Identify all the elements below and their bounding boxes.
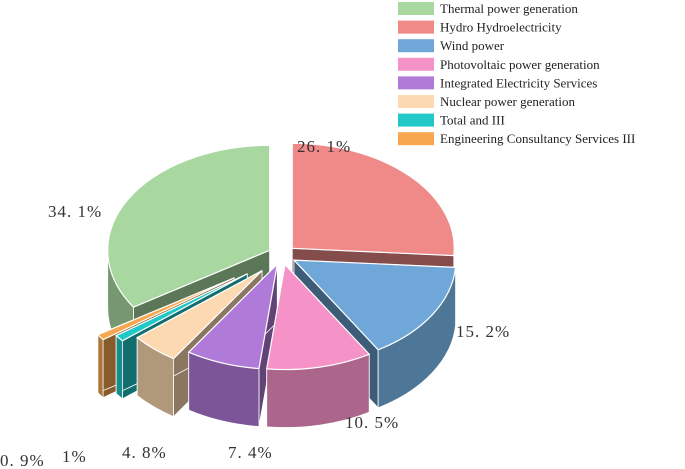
slice xyxy=(107,144,271,308)
legend-swatch xyxy=(398,20,434,34)
slice xyxy=(292,259,457,351)
slice xyxy=(96,277,235,341)
slice xyxy=(291,142,455,257)
legend-swatch xyxy=(398,39,434,53)
value-label: 0. 9% xyxy=(0,451,45,469)
legend-swatch xyxy=(398,132,434,146)
value-label: 10. 5% xyxy=(345,413,399,432)
slice xyxy=(115,273,248,342)
legend-swatch xyxy=(398,95,434,108)
value-labels: 34. 1% 26. 1% 15. 2% 10. 5% 7. 4% 4. 8% 1% 0. 9… xyxy=(0,137,510,469)
legend-label: Photovoltaic power generation xyxy=(440,57,600,72)
legend-label: Hydro Hydroelectricity xyxy=(440,20,562,35)
pie xyxy=(96,142,457,428)
value-label: 26. 1% xyxy=(297,137,351,156)
slice-wall xyxy=(115,334,123,400)
value-label: 15. 2% xyxy=(456,322,510,341)
legend-swatch xyxy=(398,76,434,90)
legend-label: Total and III xyxy=(440,113,505,128)
legend-label: Engineering Consultancy Services III xyxy=(440,131,635,146)
value-label: 1% xyxy=(62,447,87,466)
slice xyxy=(266,263,371,371)
legend-swatch xyxy=(398,113,434,127)
slice xyxy=(136,270,263,360)
legend: Thermal power generation Hydro Hydroelect… xyxy=(398,1,635,146)
legend-label: Wind power xyxy=(440,38,505,53)
legend-label: Thermal power generation xyxy=(440,1,578,16)
value-label: 7. 4% xyxy=(228,443,273,462)
value-label: 4. 8% xyxy=(122,443,167,462)
legend-swatch xyxy=(398,57,434,71)
legend-label: Nuclear power generation xyxy=(440,94,575,109)
slice-wall xyxy=(97,333,104,399)
legend-label: Integrated Electricity Services xyxy=(440,75,597,90)
legend-swatch xyxy=(398,2,434,15)
value-label: 34. 1% xyxy=(48,202,102,221)
slice xyxy=(187,262,279,370)
